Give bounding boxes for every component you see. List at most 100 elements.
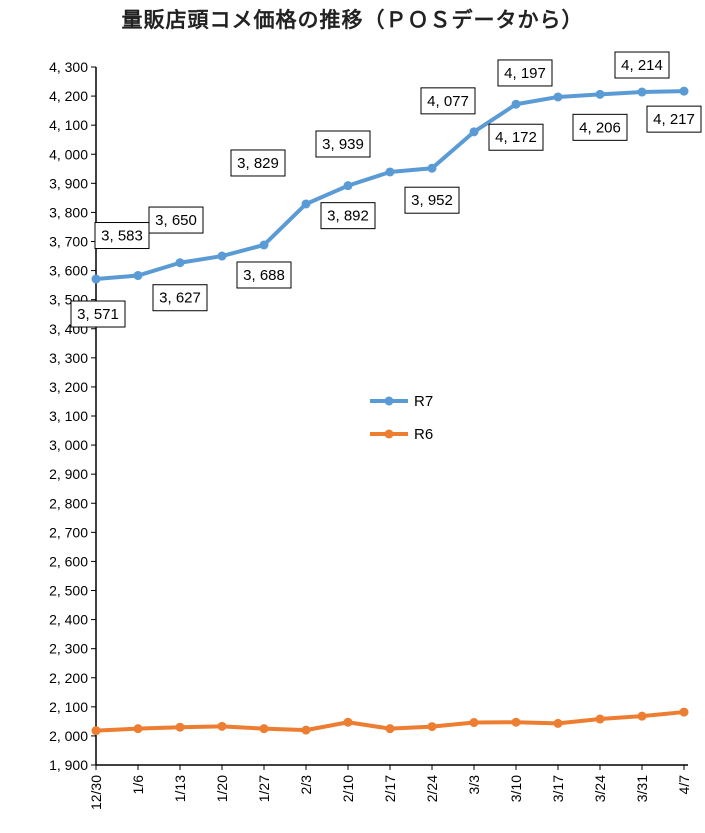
x-tick-label: 2/24 — [424, 775, 440, 802]
data-label-box — [236, 261, 292, 289]
data-label: 3, 688 — [236, 261, 292, 289]
data-label-box — [572, 113, 628, 141]
y-tick-label: 2, 400 — [49, 612, 88, 628]
data-label-text: 4, 077 — [427, 93, 469, 110]
data-label: 3, 627 — [152, 284, 208, 312]
x-tick-label: 3/31 — [634, 775, 650, 802]
data-label-box — [320, 202, 376, 230]
y-tick-label: 3, 300 — [49, 350, 88, 366]
data-point-r7 — [301, 199, 311, 209]
legend-label: R7 — [414, 393, 433, 410]
data-point-r7 — [637, 87, 647, 97]
data-point-r6 — [301, 725, 311, 735]
data-label-text: 3, 627 — [159, 290, 201, 307]
y-tick-label: 2, 300 — [49, 641, 88, 657]
y-tick-label: 2, 600 — [49, 553, 88, 569]
data-point-r7 — [343, 181, 353, 191]
data-point-r6 — [637, 711, 647, 721]
legend: R7 R6 — [366, 385, 450, 451]
y-tick-label: 2, 900 — [49, 466, 88, 482]
data-label-text: 4, 197 — [504, 65, 546, 82]
data-label: 4, 197 — [497, 59, 553, 87]
y-tick-label: 2, 700 — [49, 524, 88, 540]
data-label-box — [404, 186, 460, 214]
series-r6 — [91, 707, 689, 736]
y-tick-label: 1, 900 — [49, 757, 88, 773]
data-label-box — [230, 149, 286, 177]
data-label-box — [497, 59, 553, 87]
data-label-box — [94, 222, 150, 250]
legend-swatch-marker — [384, 396, 394, 406]
data-point-r7 — [385, 167, 395, 177]
legend-swatch-marker — [384, 429, 394, 439]
chart-title: 量販店頭コメ価格の推移（ＰＯＳデータから） — [121, 8, 584, 32]
data-point-r7 — [217, 251, 227, 261]
series-r7 — [91, 86, 689, 284]
y-axis: 1, 900 2, 000 2, 100 2, 200 2, 300 2, 400 2, 5… — [49, 59, 97, 773]
y-tick-label: 3, 800 — [49, 204, 88, 220]
x-tick-label: 1/27 — [256, 775, 272, 802]
y-tick-label: 3, 000 — [49, 437, 88, 453]
y-tick-label: 3, 100 — [49, 408, 88, 424]
legend-box — [366, 385, 450, 451]
data-label-text: 3, 939 — [322, 136, 364, 153]
data-label: 3, 571 — [70, 300, 126, 328]
x-tick-label: 3/17 — [550, 775, 566, 802]
data-label: 4, 077 — [420, 87, 476, 115]
series-layer — [91, 86, 689, 736]
data-point-r6 — [469, 718, 479, 728]
data-label-box — [148, 206, 204, 234]
data-label-box — [646, 105, 702, 133]
data-label: 3, 829 — [230, 149, 286, 177]
y-tick-label: 3, 900 — [49, 175, 88, 191]
data-point-r7 — [91, 274, 101, 284]
data-label: 4, 214 — [614, 51, 670, 79]
data-point-r6 — [385, 724, 395, 734]
x-tick-label: 3/3 — [466, 775, 482, 795]
x-tick-label: 3/24 — [592, 775, 608, 802]
data-label-text: 3, 952 — [411, 192, 453, 209]
data-point-r6 — [427, 722, 437, 732]
y-tick-label: 2, 200 — [49, 670, 88, 686]
x-tick-label: 3/10 — [508, 775, 524, 802]
data-point-r6 — [259, 724, 269, 734]
legend-item-r6: R6 — [370, 426, 433, 443]
data-point-r7 — [553, 92, 563, 102]
data-point-r6 — [175, 722, 185, 732]
data-point-r6 — [553, 718, 563, 728]
data-point-r7 — [133, 271, 143, 281]
y-tick-label: 3, 200 — [49, 379, 88, 395]
data-label-text: 3, 892 — [327, 208, 369, 225]
y-tick-label: 2, 800 — [49, 495, 88, 511]
data-label-box — [152, 284, 208, 312]
data-point-r7 — [595, 89, 605, 99]
data-label-text: 3, 571 — [77, 306, 119, 323]
data-point-r6 — [91, 726, 101, 736]
data-label: 3, 650 — [148, 206, 204, 234]
legend-label: R6 — [414, 426, 433, 443]
x-axis: 12/30 1/6 1/13 1/20 1/27 2/3 2/10 2/17 2/24 3/3 3/… — [88, 764, 692, 810]
y-tick-label: 4, 200 — [49, 88, 88, 104]
data-point-r6 — [217, 721, 227, 731]
data-point-r7 — [679, 86, 689, 96]
data-label-text: 3, 688 — [243, 267, 285, 284]
data-label-box — [315, 130, 371, 158]
data-label-text: 4, 206 — [579, 119, 621, 136]
y-tick-label: 2, 500 — [49, 583, 88, 599]
data-point-r6 — [343, 717, 353, 727]
data-point-r6 — [679, 707, 689, 717]
data-label: 3, 952 — [404, 186, 460, 214]
data-point-r7 — [427, 163, 437, 173]
data-label-text: 3, 583 — [101, 228, 143, 245]
data-label-text: 4, 217 — [653, 111, 695, 128]
data-label-layer: 3, 571 3, 583 3, 627 3, 650 3, 688 3, 829 3, 8… — [70, 51, 702, 328]
data-label-text: 4, 172 — [495, 129, 537, 146]
data-point-r7 — [259, 240, 269, 250]
y-tick-label: 3, 700 — [49, 234, 88, 250]
data-point-r7 — [175, 258, 185, 268]
x-tick-label: 2/17 — [382, 775, 398, 802]
y-tick-label: 4, 100 — [49, 117, 88, 133]
data-label: 3, 892 — [320, 202, 376, 230]
x-tick-label: 2/3 — [298, 775, 314, 795]
